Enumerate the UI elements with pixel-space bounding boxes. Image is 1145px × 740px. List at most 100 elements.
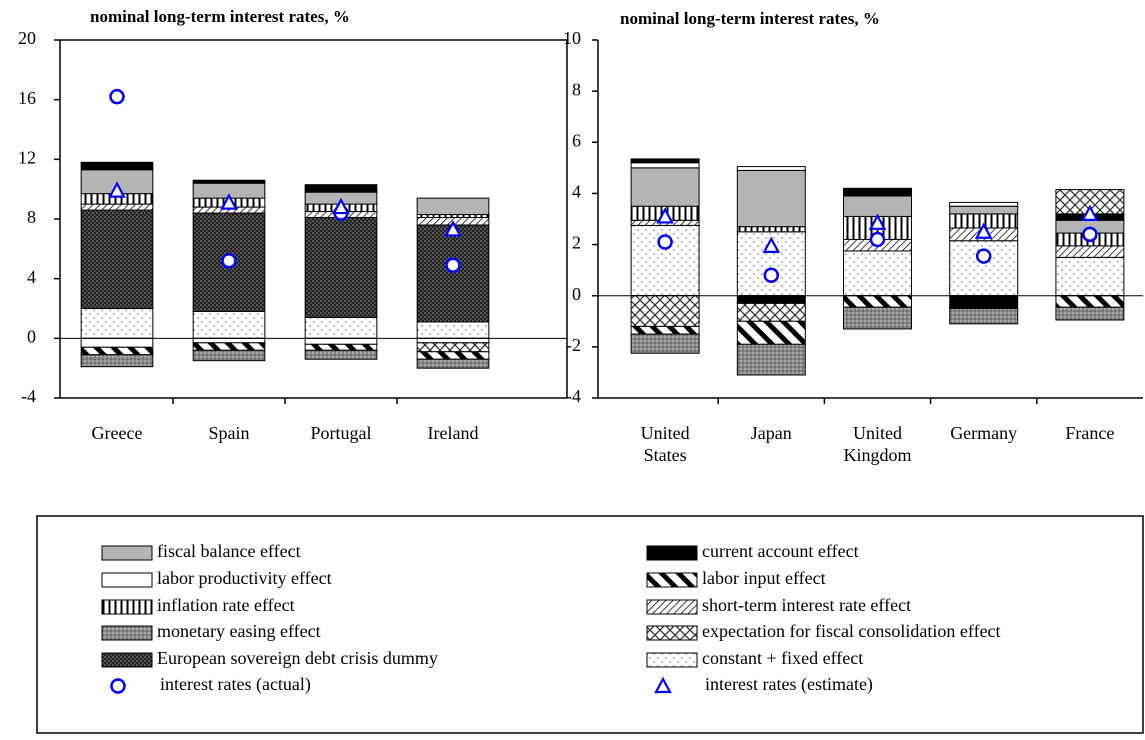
y-tick-label: 8 bbox=[27, 207, 36, 227]
y-tick-label: 20 bbox=[18, 28, 36, 48]
bar-segment bbox=[304, 184, 378, 193]
legend-swatch bbox=[646, 545, 698, 561]
actual-marker bbox=[763, 267, 780, 284]
bar-segment bbox=[1055, 295, 1125, 308]
bar-segment bbox=[843, 187, 912, 197]
bar-segment bbox=[843, 306, 912, 330]
y-tick-label: -4 bbox=[566, 386, 581, 406]
legend-swatch bbox=[101, 545, 153, 561]
legend-label: labor productivity effect bbox=[157, 568, 332, 588]
bar-segment bbox=[416, 337, 490, 344]
actual-marker bbox=[109, 88, 125, 105]
x-tick-label: United States bbox=[640, 423, 690, 465]
y-tick-label: 6 bbox=[572, 130, 581, 150]
bar-segment bbox=[736, 302, 806, 322]
legend-swatch bbox=[646, 599, 698, 615]
actual-marker bbox=[975, 248, 992, 264]
actual-marker bbox=[657, 234, 673, 250]
bar-segment bbox=[416, 197, 490, 216]
legend-swatch bbox=[101, 652, 153, 668]
y-tick-label: 8 bbox=[572, 79, 581, 99]
legend-box bbox=[36, 515, 1144, 734]
y-tick-label: 2 bbox=[572, 233, 581, 253]
estimate-marker bbox=[332, 197, 350, 215]
estimate-marker bbox=[220, 193, 238, 210]
bar-segment bbox=[630, 162, 700, 169]
bar-segment bbox=[80, 161, 154, 171]
bar-segment bbox=[416, 358, 490, 369]
actual-marker bbox=[445, 257, 461, 273]
legend-label: fiscal balance effect bbox=[157, 541, 301, 561]
y-tick-label: 4 bbox=[27, 267, 36, 287]
bar-segment bbox=[80, 209, 154, 309]
legend-label: interest rates (actual) bbox=[160, 674, 311, 695]
bar-segment bbox=[416, 224, 490, 323]
x-tick-label: Japan bbox=[750, 423, 792, 443]
estimate-marker bbox=[762, 236, 781, 253]
actual-marker bbox=[110, 678, 126, 694]
estimate-marker bbox=[656, 207, 674, 224]
bar-segment bbox=[630, 325, 700, 335]
bar-segment bbox=[192, 342, 266, 351]
legend-swatch bbox=[101, 572, 153, 588]
y-tick-label: 10 bbox=[563, 28, 581, 48]
bar-segment bbox=[630, 333, 700, 354]
legend-label: European sovereign debt crisis dummy bbox=[157, 648, 438, 668]
legend-swatch bbox=[101, 625, 153, 641]
legend-label: constant + fixed effect bbox=[702, 648, 863, 668]
legend-label: interest rates (estimate) bbox=[705, 674, 873, 695]
bar-segment bbox=[1055, 245, 1125, 258]
bar-segment bbox=[736, 166, 806, 171]
y-tick-label: 12 bbox=[18, 147, 36, 167]
bar-segment bbox=[736, 343, 806, 376]
legend-label: short-term interest rate effect bbox=[702, 595, 911, 615]
chart-title: nominal long-term interest rates, % bbox=[90, 7, 350, 26]
bar-segment bbox=[630, 167, 700, 207]
bar-segment bbox=[80, 308, 154, 339]
bar-segment bbox=[1055, 256, 1125, 297]
bar-segment bbox=[736, 295, 806, 304]
legend-swatch bbox=[101, 599, 153, 615]
x-tick-label: Ireland bbox=[427, 423, 479, 443]
bar-segment bbox=[630, 158, 700, 164]
bar-segment bbox=[630, 295, 700, 327]
legend-label: labor input effect bbox=[702, 568, 826, 588]
estimate-marker bbox=[974, 222, 993, 239]
bar-segment bbox=[416, 342, 490, 353]
y-tick-label: 4 bbox=[572, 182, 581, 202]
legend-swatch bbox=[646, 625, 698, 641]
bar-segment bbox=[416, 351, 490, 360]
x-tick-label: France bbox=[1065, 423, 1115, 443]
estimate-marker bbox=[1081, 204, 1099, 221]
bar-segment bbox=[80, 203, 154, 211]
x-tick-label: United Kingdom bbox=[843, 423, 912, 465]
bar-segment bbox=[949, 308, 1019, 325]
y-tick-label: 0 bbox=[572, 284, 581, 304]
actual-marker bbox=[1082, 226, 1098, 243]
bar-segment bbox=[304, 343, 378, 351]
x-tick-label: Spain bbox=[208, 423, 250, 443]
legend-label: inflation rate effect bbox=[157, 595, 295, 615]
bar-segment bbox=[192, 349, 266, 362]
y-tick-label: -2 bbox=[566, 335, 581, 355]
bar-segment bbox=[192, 337, 266, 344]
bar-segment bbox=[80, 337, 154, 348]
legend-label: expectation for fiscal consolidation eff… bbox=[702, 621, 1001, 641]
legend-swatch bbox=[646, 652, 698, 668]
legend-label: current account effect bbox=[702, 541, 859, 561]
bar-segment bbox=[1055, 306, 1125, 321]
actual-marker bbox=[221, 253, 237, 269]
bar-segment bbox=[304, 316, 378, 339]
bar-segment bbox=[736, 226, 806, 233]
bar-segment bbox=[949, 205, 1019, 215]
bar-segment bbox=[736, 169, 806, 228]
x-tick-label: Portugal bbox=[310, 423, 372, 443]
bar-segment bbox=[843, 250, 912, 297]
y-tick-label: 16 bbox=[18, 88, 36, 108]
estimate-marker bbox=[868, 213, 887, 230]
bar-segment bbox=[304, 349, 378, 360]
bar-segment bbox=[192, 310, 266, 339]
estimate-marker bbox=[654, 676, 672, 694]
